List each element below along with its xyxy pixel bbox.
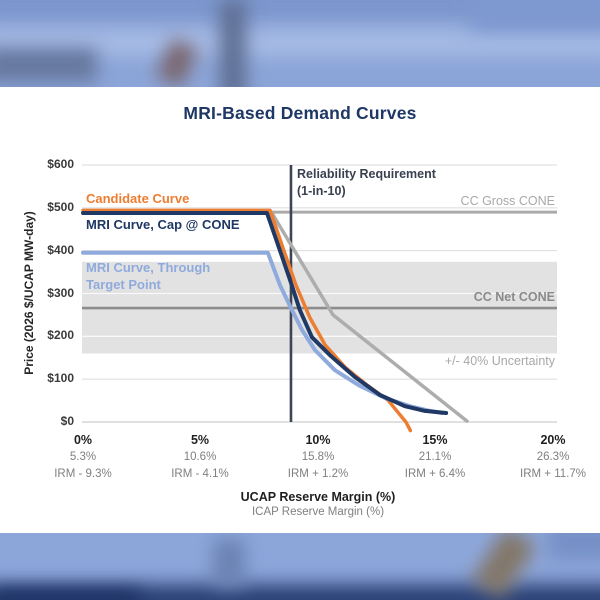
x-tick-ucap-15: 15% xyxy=(422,433,448,447)
y-tick-0: $0 xyxy=(60,414,74,428)
x-axis-title: UCAP Reserve Margin (%) xyxy=(240,490,396,504)
cc-gross-cone-label: CC Gross CONE xyxy=(460,194,555,208)
chart-title: MRI-Based Demand Curves xyxy=(183,103,417,123)
y-tick-200: $200 xyxy=(47,328,74,342)
reliability-requirement-label: Reliability Requirement (1-in-10) xyxy=(297,166,436,200)
x-tick-ucap-5: 5% xyxy=(190,433,210,447)
candidate-curve-label: Candidate Curve xyxy=(86,191,190,206)
x-tick-ucap-20: 20% xyxy=(540,433,566,447)
x-tick-ucap-0: 0% xyxy=(73,433,93,447)
mri-target-curve-label-line2: Target Point xyxy=(86,277,161,292)
background-smudge xyxy=(548,533,600,559)
reliability-requirement-label-line1: Reliability Requirement xyxy=(297,167,436,181)
y-tick-500: $500 xyxy=(47,200,74,214)
y-tick-100: $100 xyxy=(47,371,74,385)
x-tick-icap-5: 10.6% xyxy=(183,451,217,463)
curve-3 xyxy=(81,211,449,415)
background-smudge xyxy=(220,0,246,87)
y-tick-600: $600 xyxy=(47,157,74,171)
mri-target-curve-label-line1: MRI Curve, Through xyxy=(86,260,211,275)
uncertainty-band-label: +/- 40% Uncertainty xyxy=(444,354,555,368)
demand-curves-chart xyxy=(81,164,557,433)
x-tick-icap-0: 5.3% xyxy=(69,451,97,463)
y-tick-400: $400 xyxy=(47,243,74,257)
x-tick-icap-10: 15.8% xyxy=(301,451,335,463)
reliability-requirement-label-line2: (1-in-10) xyxy=(297,184,346,198)
x-tick-irm-10: IRM + 1.2% xyxy=(287,468,349,480)
x-tick-irm-20: IRM + 11.7% xyxy=(520,468,586,480)
blurred-background-top xyxy=(0,0,600,87)
background-smudge xyxy=(470,0,600,32)
background-smudge xyxy=(0,30,600,56)
background-smudge xyxy=(0,584,600,600)
background-smudge xyxy=(0,48,97,82)
x-tick-irm-15: IRM + 6.4% xyxy=(404,468,466,480)
curve-1 xyxy=(81,208,413,433)
curve-0 xyxy=(270,211,469,423)
x-tick-icap-15: 21.1% xyxy=(418,451,452,463)
x-axis-subtitle: ICAP Reserve Margin (%) xyxy=(251,506,385,518)
x-tick-irm-5: IRM - 4.1% xyxy=(171,468,229,480)
y-tick-300: $300 xyxy=(47,286,74,300)
x-tick-ucap-10: 10% xyxy=(305,433,331,447)
cc-net-cone-label: CC Net CONE xyxy=(473,290,555,304)
background-smudge xyxy=(213,539,245,587)
background-smudge xyxy=(0,0,600,19)
x-tick-irm-0: IRM - 9.3% xyxy=(54,468,112,480)
blurred-background-bottom xyxy=(0,533,600,600)
mri-target-curve-label: MRI Curve, Through Target Point xyxy=(86,259,210,293)
x-tick-icap-20: 26.3% xyxy=(536,451,570,463)
background-smudge xyxy=(0,590,140,600)
mri-cap-curve-label: MRI Curve, Cap @ CONE xyxy=(86,217,240,232)
